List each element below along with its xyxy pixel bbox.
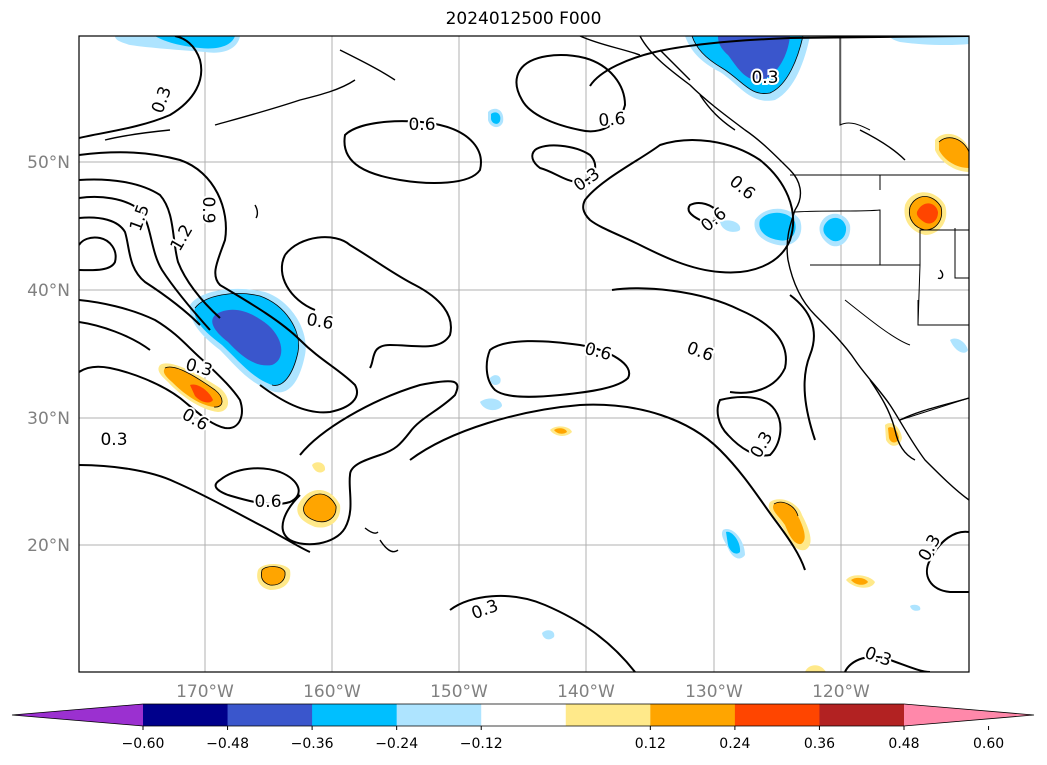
colorbar-extend-min — [12, 704, 143, 726]
contour-lines — [79, 36, 969, 672]
coastlines — [104, 36, 969, 553]
colorbar-segment — [481, 704, 567, 726]
lon-label-160w: 160°W — [303, 682, 361, 702]
colorbar-segment — [312, 704, 398, 726]
colorbar-extend-max — [904, 704, 1034, 726]
colorbar-segment — [650, 704, 736, 726]
longitude-labels: 170°W 160°W 150°W 140°W 130°W 120°W — [176, 682, 870, 702]
colorbar-segment — [734, 704, 820, 726]
plot-area — [79, 36, 969, 672]
colorbar-tick-label: 0.24 — [719, 736, 750, 752]
fill-edge-lines — [164, 36, 969, 586]
contour-label: 0.6 — [598, 109, 627, 131]
colorbar-segment — [143, 704, 229, 726]
colorbar-tick-label: −0.48 — [206, 736, 249, 752]
contour-label: 0.6 — [254, 492, 281, 512]
contour-label: 0.6 — [408, 115, 435, 135]
colorbar-tick-label: 0.36 — [804, 736, 835, 752]
contour-label: 0.3 — [100, 430, 127, 450]
colorbar-segment — [227, 704, 313, 726]
contour-label: 0.3 — [751, 68, 778, 88]
lon-label-140w: 140°W — [557, 682, 615, 702]
lat-label-20n: 20°N — [27, 536, 70, 556]
lon-label-120w: 120°W — [812, 682, 870, 702]
latitude-labels: 50°N 40°N 30°N 20°N — [27, 153, 70, 556]
map-title: 2024012500 F000 — [445, 9, 602, 29]
negative-anomaly-fills — [115, 36, 969, 640]
lon-label-170w: 170°W — [176, 682, 234, 702]
colorbar-tick-label: −0.60 — [122, 736, 165, 752]
colorbar-segment — [819, 704, 905, 726]
positive-anomaly-fills — [158, 133, 969, 672]
lon-label-150w: 150°W — [430, 682, 488, 702]
political-borders — [790, 36, 969, 421]
lat-label-50n: 50°N — [27, 153, 70, 173]
colorbar-tick-label: −0.12 — [460, 736, 503, 752]
lat-label-40n: 40°N — [27, 281, 70, 301]
colorbar — [11, 703, 1035, 727]
colorbar-segment — [565, 704, 651, 726]
colorbar-tick-label: 0.60 — [973, 736, 1004, 752]
colorbar-tick-label: 0.48 — [888, 736, 919, 752]
plot-frame — [78, 35, 970, 673]
contour-label: 0.9 — [198, 196, 218, 223]
lon-label-130w: 130°W — [685, 682, 743, 702]
colorbar-tick-label: −0.36 — [291, 736, 334, 752]
colorbar-tick-label: −0.24 — [375, 736, 418, 752]
lat-label-30n: 30°N — [27, 409, 70, 429]
colorbar-segment — [396, 704, 482, 726]
colorbar-tick-label: 0.12 — [635, 736, 666, 752]
colorbar-ticks: −0.60 −0.48 −0.36 −0.24 −0.12 0.12 0.24 0.36 0.4… — [122, 726, 1004, 752]
contour-label: 0.6 — [305, 310, 335, 334]
